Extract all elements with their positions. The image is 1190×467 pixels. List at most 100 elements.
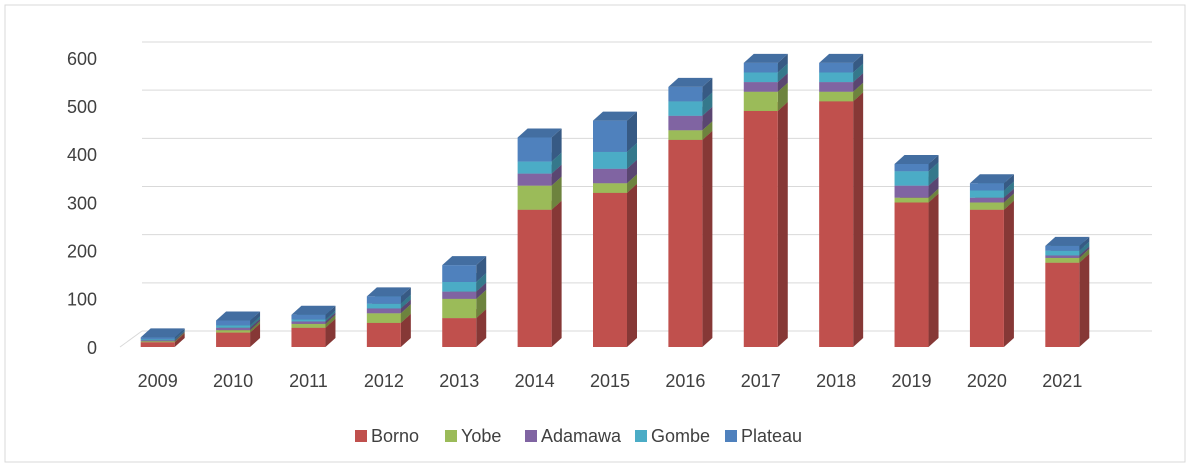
bar — [442, 265, 477, 282]
bar-side — [174, 333, 185, 347]
x-tick-label: 2013 — [439, 371, 479, 391]
bar-top — [216, 311, 261, 321]
bar — [291, 319, 326, 322]
bar-top — [1045, 236, 1090, 246]
bar — [593, 120, 627, 152]
bar-side — [702, 121, 713, 140]
bar-side — [325, 318, 336, 347]
x-tick-label: 2015 — [590, 371, 630, 391]
bar — [743, 72, 778, 83]
legend-swatch — [445, 430, 457, 442]
bar-side — [1003, 181, 1014, 198]
bar — [442, 281, 477, 292]
y-tick-label: 600 — [67, 49, 97, 69]
bar-side — [325, 312, 336, 324]
x-tick-label: 2018 — [816, 371, 856, 391]
bar — [668, 101, 703, 116]
bar-top — [442, 256, 487, 266]
bar-top — [894, 154, 939, 164]
bar-side — [853, 82, 864, 102]
y-tick-label: 400 — [67, 145, 97, 165]
bar-top — [593, 111, 637, 121]
bar-side — [400, 313, 411, 347]
bar-side — [777, 82, 788, 111]
bar — [140, 337, 175, 340]
y-tick-label: 300 — [67, 193, 97, 213]
bar — [1045, 257, 1080, 263]
bar-side — [627, 159, 637, 184]
x-tick-label: 2009 — [138, 371, 178, 391]
bar-side — [702, 130, 713, 347]
bar — [819, 82, 854, 92]
bar-side — [400, 304, 411, 323]
bar — [894, 163, 929, 172]
bar-side — [702, 92, 713, 116]
bar-side — [777, 73, 788, 92]
bar-top — [668, 77, 713, 87]
bar-side — [1003, 200, 1014, 347]
bar-side — [476, 309, 487, 347]
bar-side — [853, 63, 864, 83]
bar-side — [928, 188, 939, 203]
bar-side — [476, 256, 487, 282]
bar — [517, 173, 552, 186]
x-tick-label: 2017 — [741, 371, 781, 391]
bar — [894, 185, 929, 198]
y-tick-label: 100 — [67, 290, 97, 310]
bar-side — [1079, 248, 1090, 263]
bar-side — [250, 316, 261, 328]
bar — [668, 139, 703, 347]
bar-side — [174, 330, 185, 341]
bar — [1045, 245, 1080, 251]
bar — [291, 321, 326, 324]
bar — [366, 296, 401, 304]
bar — [216, 320, 251, 326]
bar — [291, 323, 326, 328]
bar-top — [140, 328, 185, 338]
bar-side — [400, 287, 411, 304]
bar — [1045, 250, 1080, 256]
bar-side — [1079, 246, 1090, 258]
bar-side — [325, 305, 336, 320]
legend-swatch — [525, 430, 537, 442]
bar — [819, 101, 854, 347]
bar-side — [928, 162, 939, 186]
bar-side — [1003, 188, 1014, 203]
bar — [442, 291, 477, 299]
bar-side — [551, 164, 562, 186]
bar — [819, 62, 854, 73]
bar — [216, 332, 251, 347]
bar — [593, 192, 627, 347]
bar — [743, 82, 778, 92]
bar-side — [702, 77, 713, 102]
legend-label: Adamawa — [541, 426, 622, 446]
bar-side — [476, 282, 487, 299]
bar-side — [250, 323, 261, 347]
y-tick-label: 0 — [87, 338, 97, 358]
bar-side — [1003, 174, 1014, 191]
legend-swatch — [635, 430, 647, 442]
bar-side — [250, 321, 261, 333]
bar-side — [702, 106, 713, 131]
bar — [366, 303, 401, 309]
bar-side — [1003, 193, 1014, 210]
bar-side — [476, 289, 487, 319]
bar-side — [853, 73, 864, 92]
bar-side — [400, 299, 411, 314]
bar — [1045, 255, 1080, 258]
legend-label: Borno — [371, 426, 419, 446]
x-tick-label: 2021 — [1042, 371, 1082, 391]
bar-side — [551, 176, 562, 210]
bar — [366, 308, 401, 314]
bar-side — [777, 101, 788, 347]
bar — [216, 330, 251, 333]
bar — [894, 171, 929, 186]
bar — [291, 327, 326, 347]
bar-side — [250, 318, 261, 331]
bar-side — [551, 128, 562, 162]
bar — [291, 314, 326, 320]
bar-side — [551, 152, 562, 174]
x-tick-label: 2011 — [289, 371, 328, 391]
bar-side — [627, 174, 637, 193]
